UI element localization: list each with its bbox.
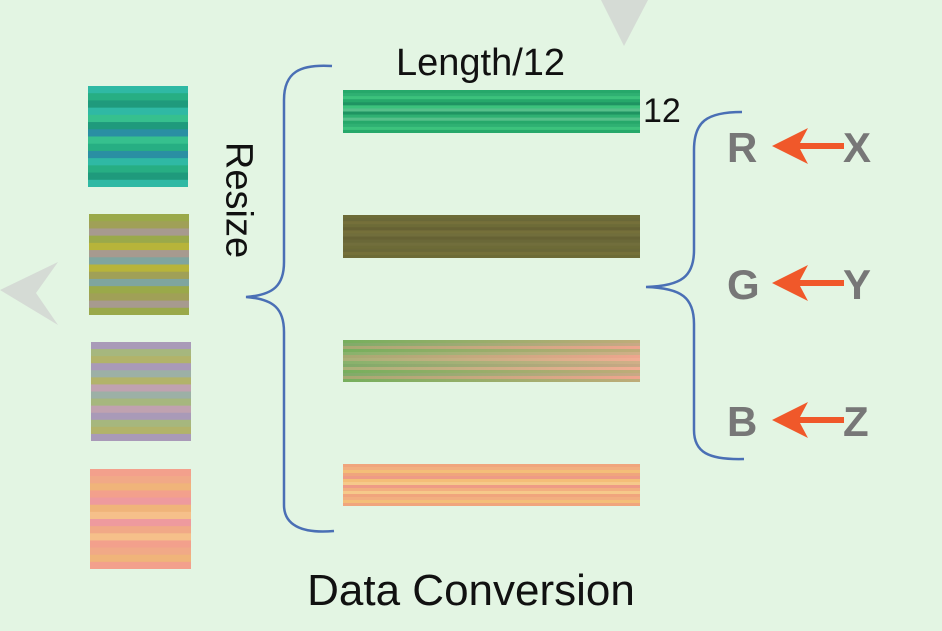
square-lavender — [91, 342, 191, 441]
square-teal — [88, 86, 188, 187]
length-label: Length/12 — [396, 42, 566, 84]
arrow-y-to-g-icon — [772, 265, 844, 301]
decorative-left-arrow-icon — [0, 262, 58, 325]
bar-olive — [343, 215, 640, 258]
channel-brace — [645, 110, 745, 461]
channel-y-label: Y — [843, 261, 872, 308]
bar-peach — [343, 464, 640, 506]
bar-green — [343, 90, 640, 133]
height-label: 12 — [643, 92, 681, 130]
channel-z-label: Z — [843, 398, 869, 445]
channel-r-label: R — [727, 124, 758, 171]
channel-b-label: B — [727, 398, 758, 445]
arrow-x-to-r-icon — [772, 128, 844, 164]
resize-brace — [245, 64, 335, 533]
square-olive — [89, 214, 189, 315]
channel-x-label: X — [843, 124, 872, 171]
footer-title: Data Conversion — [307, 566, 635, 615]
square-salmon — [90, 469, 191, 569]
decorative-down-arrow-icon — [601, 0, 648, 46]
arrow-z-to-b-icon — [772, 402, 844, 438]
resize-label: Resize — [217, 141, 260, 259]
channel-g-label: G — [727, 261, 760, 308]
bar-gradient — [343, 340, 640, 382]
